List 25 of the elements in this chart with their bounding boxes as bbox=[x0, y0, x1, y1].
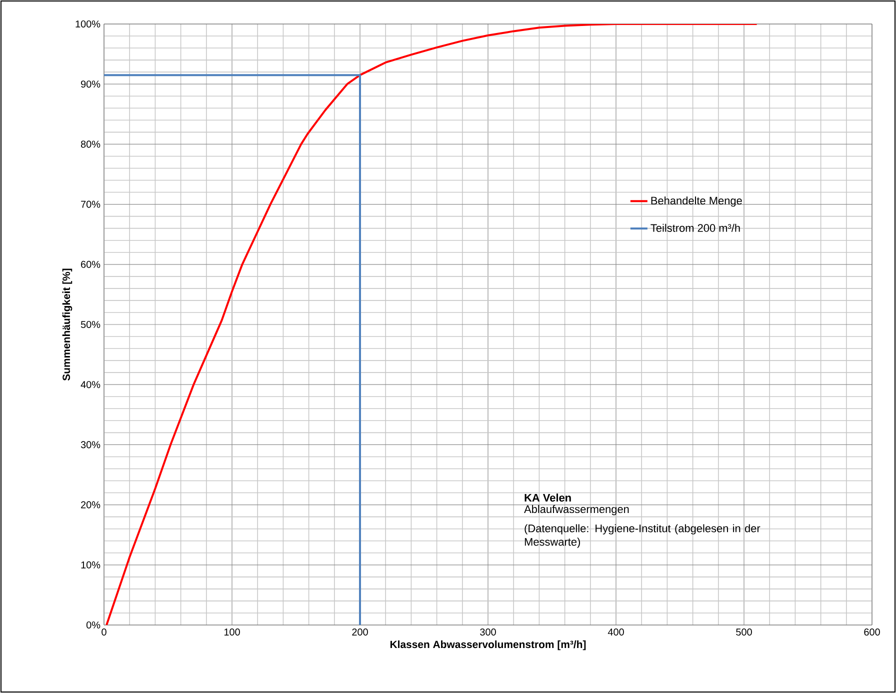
legend-label: Behandelte Menge bbox=[651, 196, 742, 207]
annotation: KA Velen bbox=[524, 494, 571, 502]
x-tick-label: 400 bbox=[608, 628, 624, 636]
y-tick-label: 60% bbox=[81, 260, 100, 268]
y-tick-label: 80% bbox=[80, 140, 100, 148]
y-tick-label: 20% bbox=[81, 501, 100, 508]
x-tick-label: 500 bbox=[736, 628, 752, 636]
x-tick-label: 300 bbox=[480, 628, 496, 636]
y-tick-label: 100% bbox=[76, 20, 100, 28]
y-tick-label: 30% bbox=[80, 441, 100, 448]
annotation: Ablaufwassermengen bbox=[524, 505, 629, 516]
x-tick-label: 200 bbox=[352, 628, 368, 636]
x-tick-label: 100 bbox=[224, 628, 240, 636]
y-axis-title: Summenhäufigkeit [%] bbox=[62, 268, 72, 381]
legend-label: Teilstrom 200 m³/h bbox=[650, 224, 740, 232]
x-axis-title: Klassen Abwasservolumenstrom [m³/h] bbox=[390, 640, 586, 650]
y-tick-label: 50% bbox=[80, 320, 100, 328]
x-tick-label: 0 bbox=[102, 628, 106, 636]
y-tick-label: 0% bbox=[86, 621, 100, 629]
y-tick-label: 90% bbox=[81, 80, 100, 88]
y-tick-label: 70% bbox=[81, 200, 100, 208]
annotation: (Datenquelle: Hygiene-Institut (abgelesen in der Messwarte) bbox=[524, 524, 760, 548]
x-tick-label: 600 bbox=[864, 628, 880, 636]
y-tick-label: 40% bbox=[80, 381, 100, 388]
y-tick-label: 10% bbox=[81, 561, 100, 568]
